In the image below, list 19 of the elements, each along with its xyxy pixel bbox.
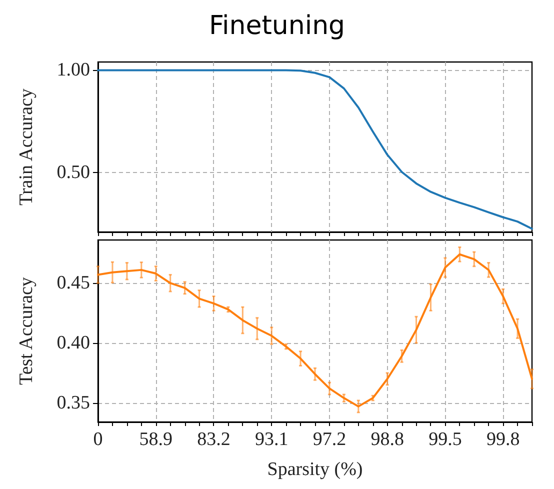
y-axis-title: Train Accuracy — [16, 88, 37, 206]
y-tick-label: 0.35 — [56, 392, 90, 414]
x-tick-label: 99.8 — [486, 429, 520, 450]
x-axis-title: Sparsity (%) — [267, 459, 363, 480]
x-tick-label: 93.1 — [254, 429, 288, 450]
y-tick-label: 0.40 — [56, 332, 90, 354]
y-tick-label: 0.50 — [56, 162, 90, 184]
chart-title: Finetuning — [208, 11, 346, 41]
y-tick-label: 1.00 — [56, 60, 90, 81]
x-tick-label: 0 — [93, 429, 103, 450]
x-tick-label: 98.8 — [370, 429, 404, 450]
x-tick-label: 83.2 — [197, 429, 230, 450]
x-tick-label: 58.9 — [139, 429, 172, 450]
line-series — [97, 253, 533, 408]
y-axis-title: Test Accuracy — [16, 276, 37, 385]
x-tick-label: 97.2 — [312, 429, 346, 450]
y-tick-label: 0.45 — [56, 272, 90, 294]
line-series — [97, 69, 533, 230]
x-tick-label: 99.5 — [428, 429, 462, 450]
